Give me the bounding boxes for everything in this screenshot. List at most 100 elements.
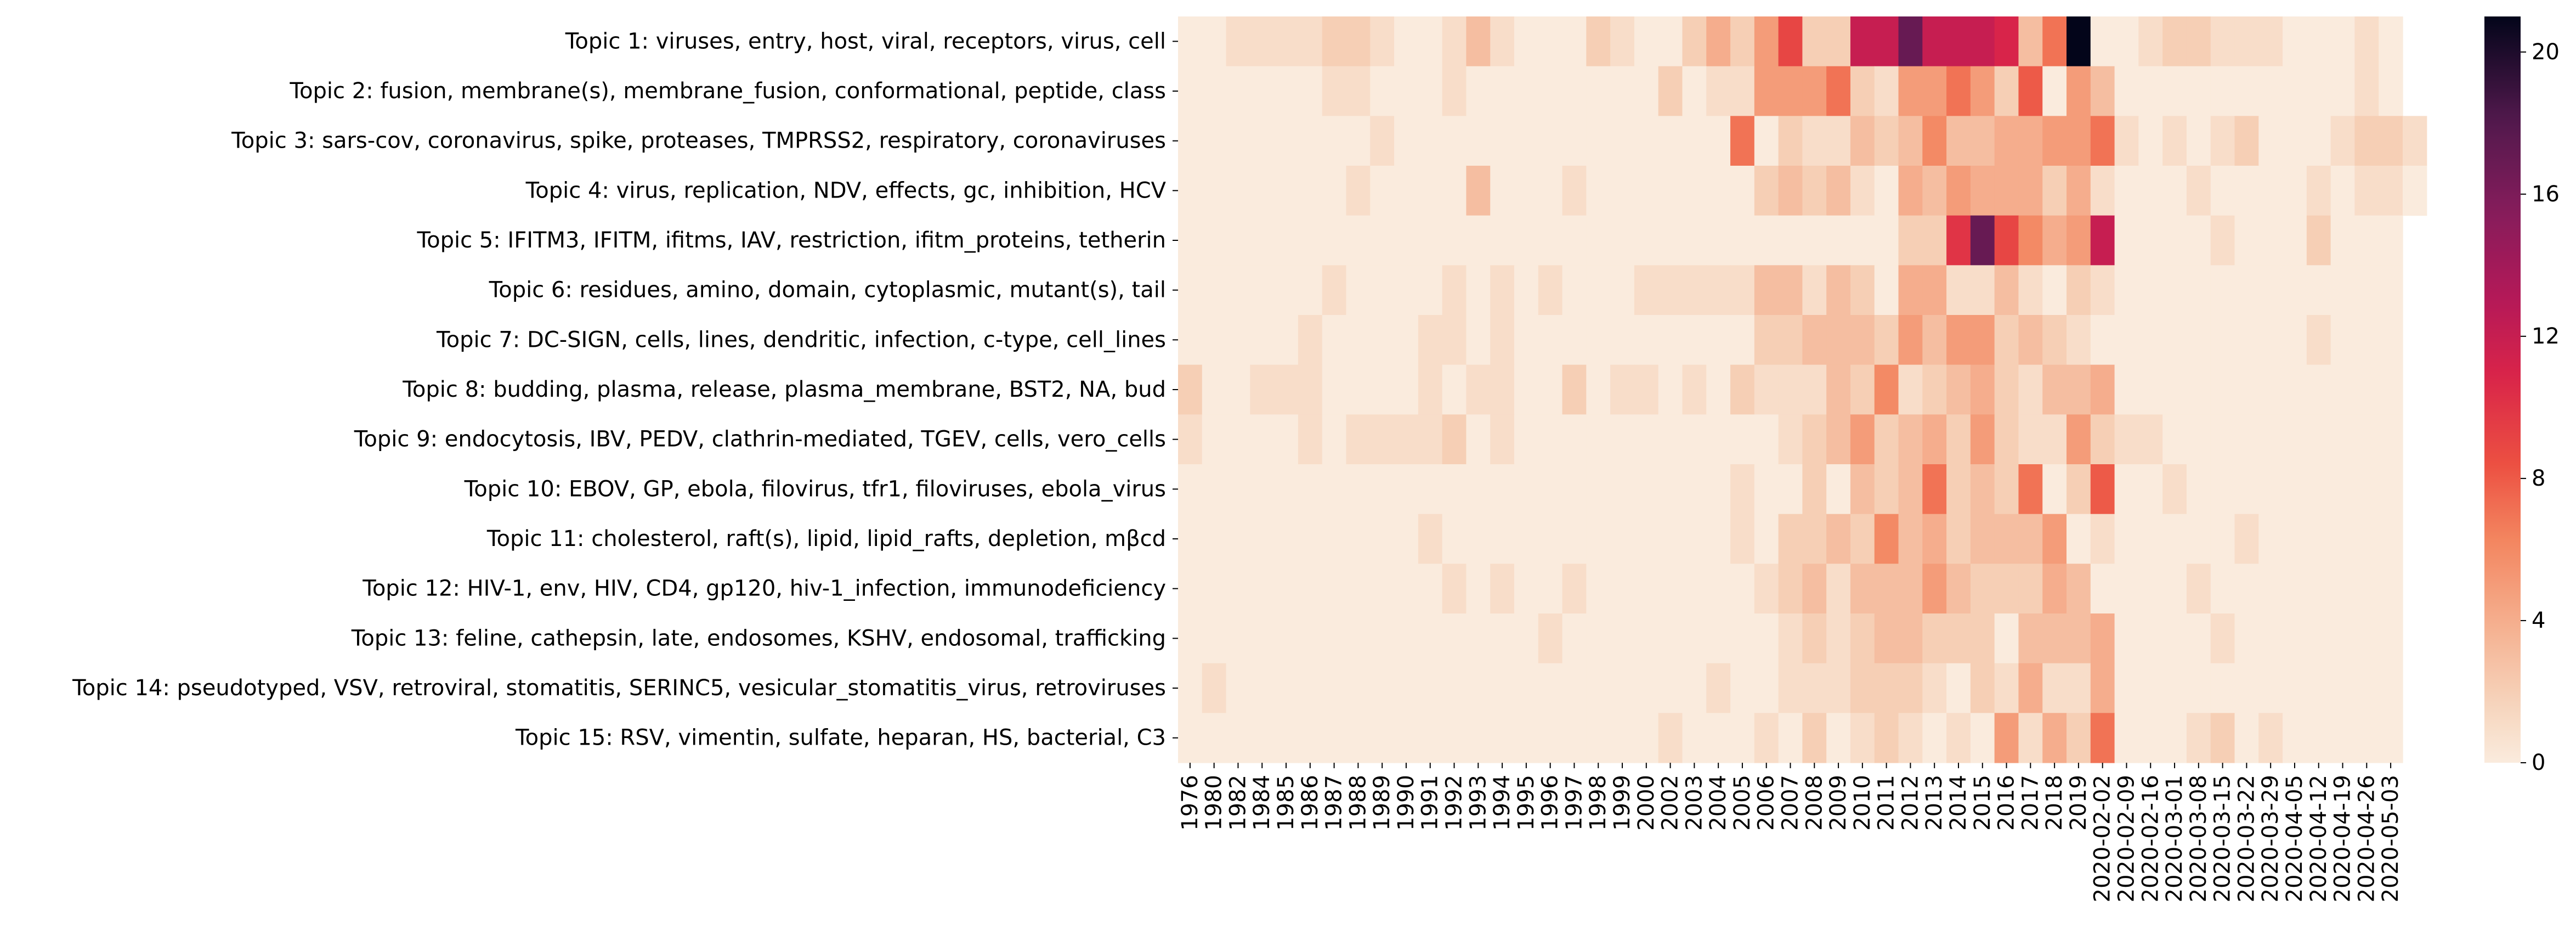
heatmap-cell [1610,414,1635,465]
heatmap-cell [1922,315,1947,365]
heatmap-cell [1250,315,1275,365]
heatmap-cell [1394,414,1419,465]
heatmap-cell [1298,613,1323,664]
heatmap-cell [2162,514,2187,564]
heatmap-cell [1898,66,1923,116]
heatmap-cell [1346,66,1371,116]
row-label: Topic 3: sars-cov, coronavirus, spike, p… [231,128,1166,154]
column-label: 2018 [2042,775,2067,831]
heatmap-cell [1298,514,1323,564]
heatmap-cell [1562,364,1587,415]
heatmap-cell [1322,564,1347,614]
heatmap-cell [1562,713,1587,763]
heatmap-cell [2162,713,2187,763]
heatmap-cell [2283,663,2307,713]
heatmap-cell [1490,364,1515,415]
heatmap-cell [1250,265,1275,316]
heatmap-cell [1514,315,1539,365]
heatmap-cell [1298,265,1323,316]
heatmap-cell [2090,66,2115,116]
heatmap-cell [2306,564,2331,614]
heatmap-cell [1778,116,1803,166]
heatmap-cell [1466,116,1491,166]
heatmap-cell [1562,663,1587,713]
heatmap-cell [1586,265,1611,316]
heatmap-cell [2042,315,2067,365]
heatmap-cell [2234,464,2259,515]
heatmap-cell [1682,16,1707,67]
heatmap-cell [1274,66,1299,116]
heatmap-cell [2067,364,2091,415]
heatmap-cell [1802,464,1827,515]
heatmap-cell [1874,414,1899,465]
heatmap-cell [1802,564,1827,614]
heatmap-cell [2067,663,2091,713]
heatmap-cell [1538,464,1563,515]
heatmap-cell [1178,514,1203,564]
heatmap-cell [1226,215,1250,266]
heatmap-cell [2018,414,2043,465]
heatmap-cell [1874,613,1899,664]
heatmap-cell [2042,16,2067,67]
heatmap-cell [1994,464,2019,515]
heatmap-cell [2210,564,2235,614]
heatmap-cell [1466,613,1491,664]
column-label: 1989 [1369,775,1395,831]
heatmap-cell [1874,663,1899,713]
heatmap-cell [1226,16,1250,67]
heatmap-cell [1802,16,1827,67]
heatmap-cell [1322,464,1347,515]
heatmap-cell [2067,514,2091,564]
heatmap-cell [1394,215,1419,266]
heatmap-cell [1778,66,1803,116]
heatmap-cell [1610,514,1635,564]
colorbar-tick-label: 4 [2532,608,2545,633]
heatmap-cell [2162,16,2187,67]
heatmap-cell [1682,116,1707,166]
heatmap-cell [2067,713,2091,763]
heatmap-cell [1418,265,1443,316]
heatmap-cell [2162,663,2187,713]
heatmap-cell [1322,414,1347,465]
heatmap-cell [2162,265,2187,316]
heatmap-cell [1778,414,1803,465]
heatmap-cell [2138,663,2163,713]
heatmap-cell [2379,514,2403,564]
heatmap-cell [1538,663,1563,713]
colorbar-tick-label: 0 [2532,750,2545,775]
heatmap-cell [1802,166,1827,216]
heatmap-cell [1706,464,1731,515]
colorbar-tick-label: 16 [2532,182,2560,207]
heatmap-cell [1730,315,1755,365]
heatmap-cell [1850,564,1875,614]
heatmap-cell [1946,663,1971,713]
heatmap-cell [1298,66,1323,116]
heatmap-cell [1418,215,1443,266]
heatmap-cell [1562,414,1587,465]
heatmap-cell [1538,414,1563,465]
heatmap-cell [1370,116,1395,166]
heatmap-cell [1202,713,1227,763]
heatmap-cell [1634,265,1659,316]
heatmap-cell [1898,116,1923,166]
heatmap-cell [1754,66,1779,116]
heatmap-cell [1730,564,1755,614]
heatmap-cell [2354,464,2379,515]
heatmap-cell [1922,564,1947,614]
heatmap-cell [1562,613,1587,664]
heatmap-cell [1874,364,1899,415]
heatmap-cell [1682,166,1707,216]
heatmap-cell [1922,663,1947,713]
heatmap-cell [1514,514,1539,564]
heatmap-cell [2330,116,2356,166]
heatmap-cell [1586,713,1611,763]
heatmap-cell [1466,514,1491,564]
heatmap-cell [2162,464,2187,515]
heatmap-cell [1634,613,1659,664]
heatmap-cell [1826,16,1851,67]
heatmap-cell [2258,414,2283,465]
heatmap-cell [1298,663,1323,713]
heatmap-cell [1466,166,1491,216]
heatmap-cell [1250,16,1275,67]
heatmap-cell [2090,116,2115,166]
